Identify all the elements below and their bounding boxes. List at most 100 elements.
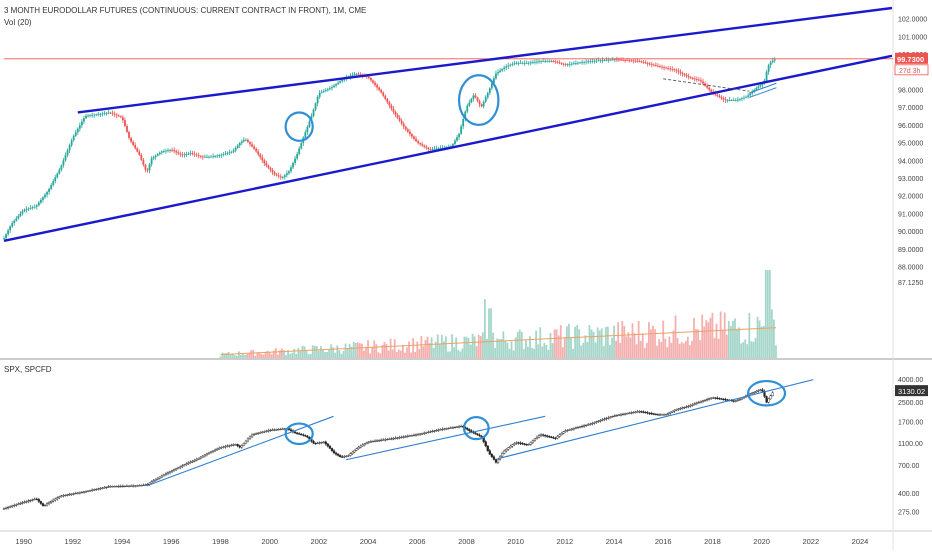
eurodollar-candle (326, 89, 329, 90)
spx-candle (369, 441, 373, 443)
volume-bar (744, 339, 747, 358)
volume-bar (283, 350, 285, 358)
volume-bar (635, 344, 638, 358)
volume-bar (332, 347, 335, 358)
eurodollar-candle (187, 153, 190, 155)
eurodollar-candle (470, 98, 473, 103)
eurodollar-candle (251, 144, 253, 147)
spx-candle (408, 435, 411, 437)
volume-bar (365, 346, 367, 358)
volume-bar (563, 337, 566, 358)
eurodollar-candle (247, 139, 249, 143)
volume-bar (420, 335, 423, 358)
spx-candle (609, 416, 612, 418)
eurodollar-candle (304, 132, 307, 138)
eurodollar-candle (771, 60, 774, 63)
eurodollar-candle (25, 209, 28, 210)
eurodollar-candle (513, 63, 516, 65)
volume-bar (705, 320, 708, 358)
spx-candle (353, 450, 356, 453)
eurodollar-candle (357, 73, 360, 75)
volume-bar (463, 336, 466, 358)
spx-candle (129, 485, 133, 487)
eurodollar-candle (431, 149, 434, 151)
spx-candle (390, 438, 393, 440)
eurodollar-candle (478, 100, 481, 105)
eurodollar-candle (294, 158, 296, 163)
spx-candle (265, 430, 268, 432)
volume-bar (701, 314, 704, 358)
eurodollar-candle (490, 83, 493, 89)
spx-candle (595, 421, 598, 423)
spx-candle (123, 485, 127, 487)
eurodollar-candle (173, 150, 176, 152)
eurodollar-candle (17, 215, 20, 219)
volume-bar (738, 327, 740, 358)
spx-candle (714, 397, 717, 399)
spx-candle (201, 455, 204, 458)
volume-bar (483, 299, 486, 358)
eurodollar-candle (140, 154, 143, 160)
spx-candle (33, 498, 36, 500)
eurodollar-candle (427, 147, 430, 149)
eurodollar-candle (58, 169, 61, 174)
volume-bar (361, 343, 363, 358)
volume-bar (527, 346, 529, 358)
spx-candle (105, 486, 108, 488)
eurodollar-candle (681, 72, 684, 74)
eurodollar-candle (458, 133, 460, 138)
eurodollar-candle (230, 151, 233, 153)
spx-candle (679, 408, 682, 410)
volume-bar (602, 345, 605, 358)
spx-candle (97, 488, 100, 490)
volume-bar (358, 343, 361, 358)
spx-candle (101, 487, 104, 489)
trendline (749, 87, 777, 98)
spx-candle (179, 466, 182, 468)
spx-candle (539, 434, 543, 436)
volume-bar (430, 337, 433, 358)
eurodollar-candle (542, 61, 545, 62)
spx-candle (406, 435, 409, 437)
spx-candle (630, 412, 633, 414)
eurodollar-candle (218, 155, 221, 156)
volume-bar (443, 341, 445, 358)
volume-bar (660, 342, 663, 358)
eurodollar-candle (9, 226, 12, 231)
eurodollar-candle (11, 223, 14, 227)
spx-candle (570, 428, 573, 430)
volume-bar (471, 333, 474, 358)
spx-candle (259, 432, 262, 434)
volume-bar (500, 338, 503, 358)
spx-candle (423, 432, 426, 434)
spx-candle (293, 431, 297, 434)
volume-bar (522, 348, 525, 358)
volume-bar (682, 343, 685, 358)
eurodollar-candle (739, 99, 741, 100)
eurodollar-candle (468, 102, 471, 106)
eurodollar-candle (115, 114, 118, 116)
volume-bar (465, 336, 468, 358)
spx-candle (361, 444, 364, 447)
spx-candle (2, 508, 6, 510)
highlight-circle (457, 74, 500, 126)
eurodollar-pane (3, 6, 893, 243)
spx-candle (31, 499, 34, 501)
eurodollar-candle (745, 96, 747, 98)
spx-tick-label: 4000.00 (898, 377, 923, 384)
eurodollar-candle (300, 143, 303, 149)
eurodollar-candle (669, 68, 672, 70)
spx-candle (240, 445, 243, 448)
volume-bar (481, 332, 484, 358)
spx-candle (21, 502, 24, 504)
volume-bar (229, 354, 232, 358)
spx-candle (451, 427, 455, 429)
spx-title: SPX, SPCFD (4, 365, 52, 374)
volume-bar (537, 344, 540, 358)
volume-bar (752, 341, 755, 358)
eurodollar-candle (710, 89, 713, 92)
spx-candle (164, 473, 168, 476)
volume-bar (506, 342, 509, 358)
eurodollar-candle (523, 62, 526, 64)
